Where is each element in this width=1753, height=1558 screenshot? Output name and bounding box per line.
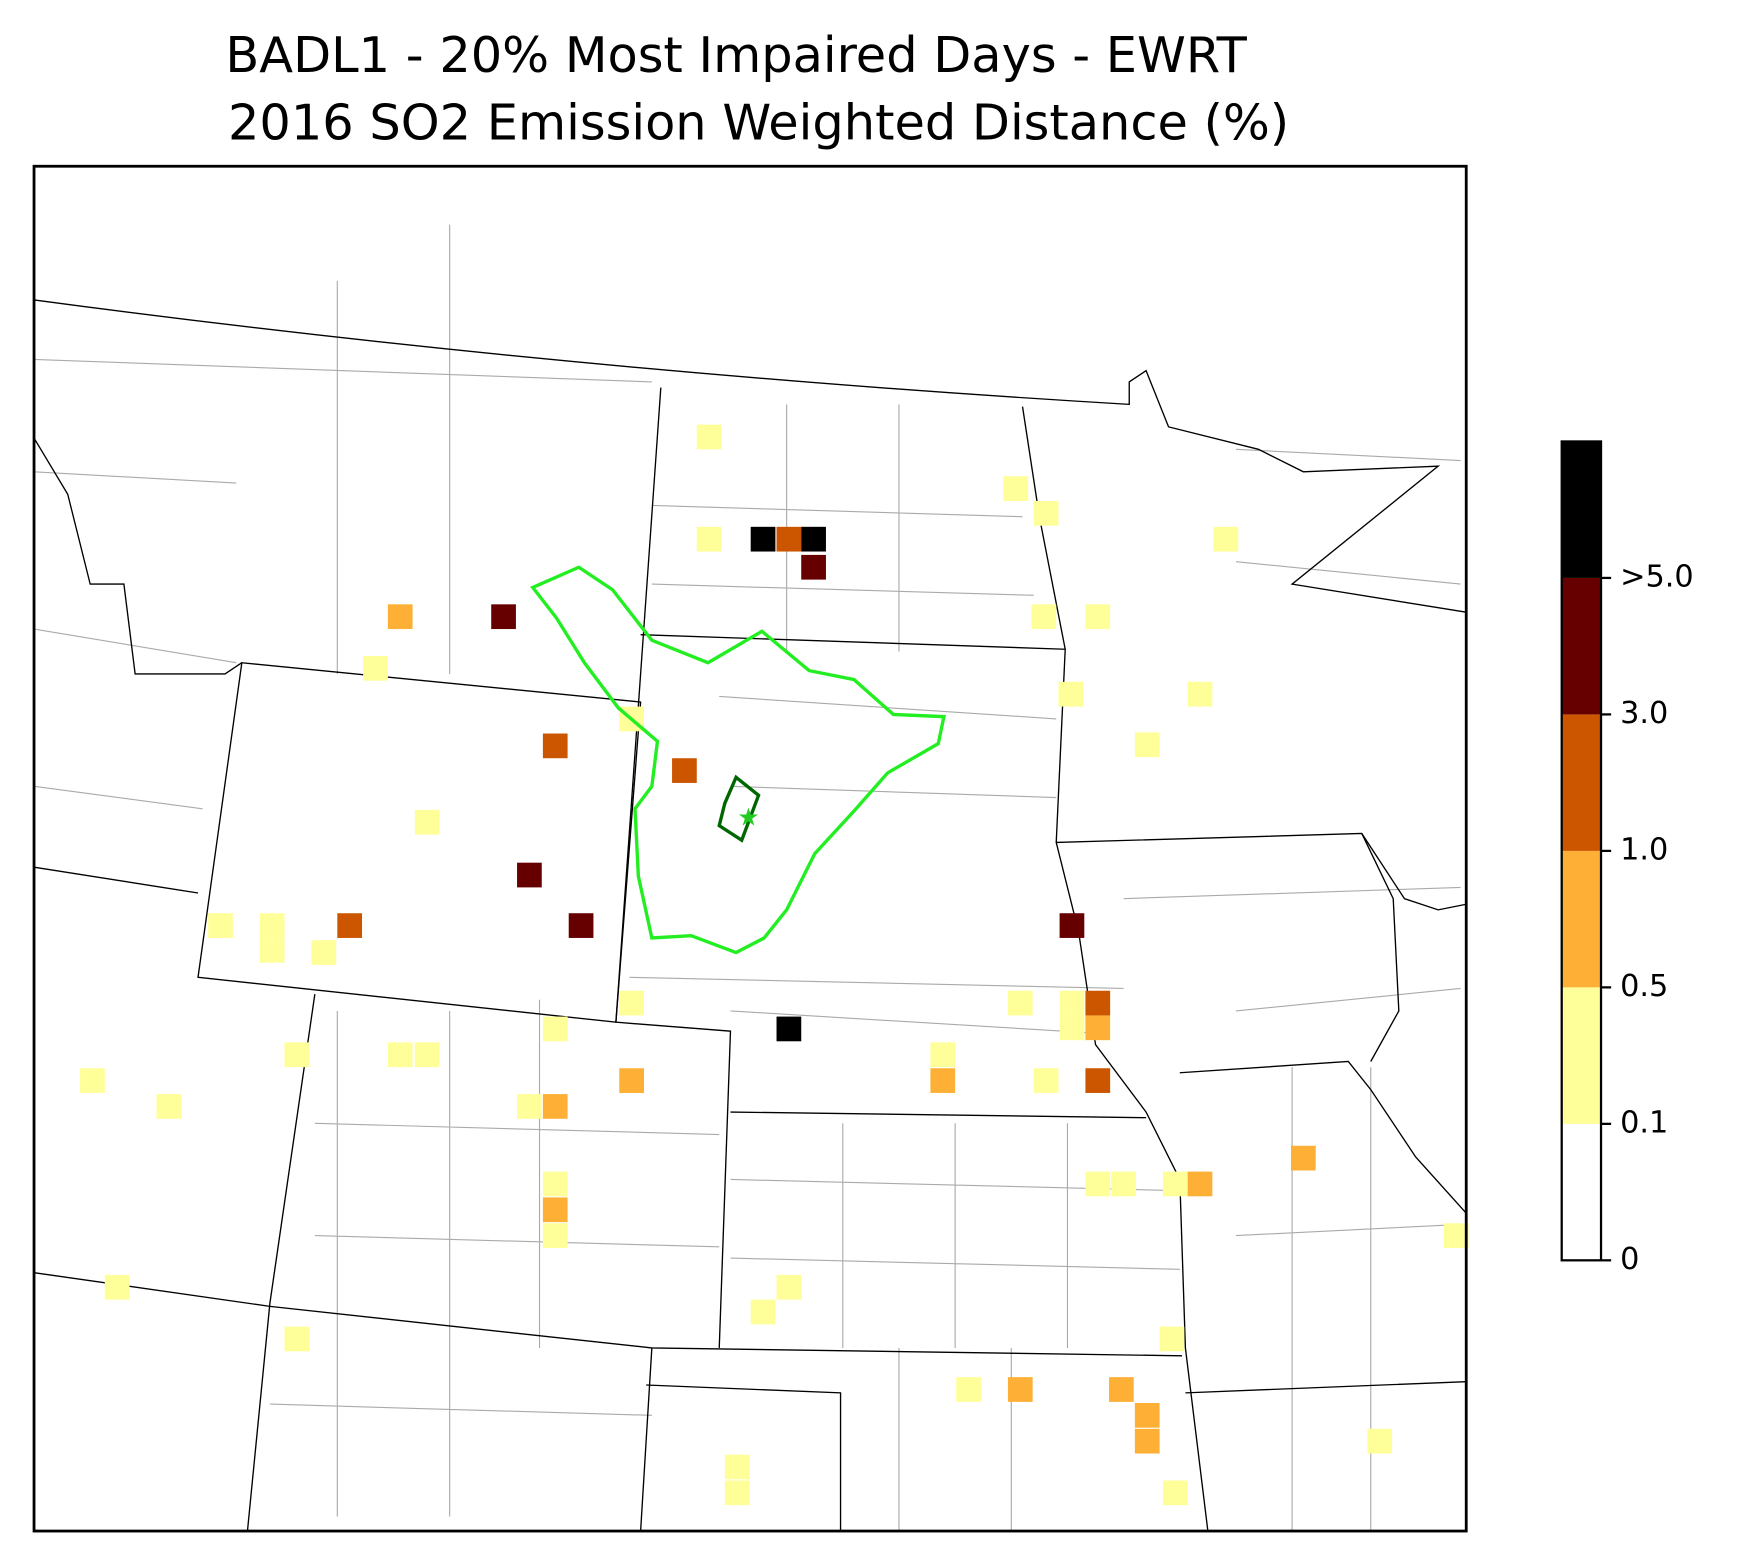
grid-cell xyxy=(337,913,363,938)
grid-cell xyxy=(542,733,568,759)
grid-cell xyxy=(1159,1326,1185,1352)
grid-cell xyxy=(1109,1377,1134,1402)
site-marker: ★ xyxy=(737,803,759,832)
grid-cell xyxy=(311,940,337,965)
colorbar-segment xyxy=(1561,714,1602,851)
subtitle: 2016 SO2 Emission Weighted Distance (%) xyxy=(228,93,1289,151)
colorbar-tick-label: 3.0 xyxy=(1620,696,1668,731)
grid-cell xyxy=(1187,681,1213,707)
grid-cell xyxy=(80,1068,105,1093)
grid-cell xyxy=(1059,913,1085,938)
grid-cell xyxy=(1059,1015,1085,1041)
title: BADL1 - 20% Most Impaired Days - EWRT xyxy=(225,26,1247,84)
grid-cell xyxy=(259,913,285,938)
grid-cell xyxy=(1031,604,1057,630)
grid-cell xyxy=(1111,1171,1136,1197)
grid-cell xyxy=(696,424,722,450)
grid-cell xyxy=(387,604,413,630)
grid-cell xyxy=(1162,1171,1188,1197)
grid-cell xyxy=(517,1094,542,1119)
grid-cell xyxy=(1007,1377,1033,1402)
colorbar-segment xyxy=(1561,441,1602,578)
grid-cell xyxy=(1134,1402,1160,1428)
grid-cell xyxy=(1187,1171,1213,1197)
grid-cell xyxy=(1085,604,1111,630)
cells xyxy=(80,424,1469,1506)
grid-cell xyxy=(1213,526,1239,552)
grid-cell xyxy=(1443,1223,1469,1248)
grid-cell xyxy=(1085,990,1111,1016)
grid-cell xyxy=(750,1299,776,1325)
colorbar-tick-label: 0 xyxy=(1620,1242,1639,1277)
grid-cell xyxy=(284,1326,310,1352)
grid-cell xyxy=(1085,1171,1111,1197)
grid-cell xyxy=(542,1197,568,1223)
grid-cell xyxy=(776,1274,802,1300)
grid-cell xyxy=(801,554,826,580)
grid-cell xyxy=(259,937,285,963)
colorbar-segment xyxy=(1561,1123,1602,1261)
grid-cell xyxy=(956,1377,981,1402)
grid-cell xyxy=(1134,732,1160,758)
grid-cell xyxy=(414,809,440,835)
colorbar-tick-label: 1.0 xyxy=(1620,832,1668,867)
colorbar-tick-label: >5.0 xyxy=(1620,559,1694,594)
grid-cell xyxy=(1367,1428,1393,1454)
grid-cell xyxy=(1085,1068,1111,1093)
grid-cell xyxy=(363,656,388,681)
map: ★ xyxy=(32,164,1469,1533)
map-frame xyxy=(32,164,1468,1533)
grid-cell xyxy=(517,862,542,888)
grid-cell xyxy=(696,526,722,552)
grid-cell xyxy=(1085,1015,1111,1041)
grid-cell xyxy=(724,1454,750,1480)
grid-cell xyxy=(542,1223,568,1248)
colorbar-tick-label: 0.1 xyxy=(1620,1105,1668,1140)
grid-cell xyxy=(1058,681,1084,707)
grid-cell xyxy=(724,1480,750,1506)
county-lines xyxy=(33,224,1461,1532)
grid-cell xyxy=(1033,1068,1059,1093)
grid-cell xyxy=(1033,500,1059,526)
colorbar-segment xyxy=(1561,987,1602,1124)
grid-cell xyxy=(776,526,802,552)
grid-cell xyxy=(930,1042,956,1068)
grid-cell xyxy=(1007,990,1033,1016)
state-lines xyxy=(33,299,1467,1532)
colorbar: 0 0.1 0.5 1.0 3.0 >5.0 xyxy=(1560,440,1694,1277)
grid-cell xyxy=(1003,476,1029,501)
grid-cell xyxy=(542,1171,568,1197)
grid-cell xyxy=(776,1016,802,1042)
grid-cell xyxy=(750,526,776,552)
inner-contour xyxy=(717,774,761,843)
grid-cell xyxy=(1290,1145,1316,1171)
grid-cell xyxy=(491,604,516,630)
grid-cell xyxy=(156,1094,182,1119)
grid-cell xyxy=(104,1274,130,1300)
grid-cell xyxy=(284,1042,310,1068)
grid-cell xyxy=(542,1016,568,1042)
grid-cell xyxy=(1059,990,1085,1016)
grid-cell xyxy=(619,990,644,1016)
grid-cell xyxy=(414,1042,440,1068)
grid-cell xyxy=(930,1068,956,1093)
trajectory-contour xyxy=(530,565,946,955)
colorbar-segment xyxy=(1561,577,1602,715)
grid-cell xyxy=(387,1042,413,1068)
colorbar-segment xyxy=(1561,850,1602,988)
grid-cell xyxy=(1134,1428,1160,1454)
map-background xyxy=(34,166,1467,1532)
grid-cell xyxy=(568,913,594,938)
grid-cell xyxy=(801,526,826,552)
grid-cell xyxy=(1162,1480,1188,1506)
colorbar-tick-label: 0.5 xyxy=(1620,969,1668,1004)
grid-cell xyxy=(208,913,233,938)
grid-cell xyxy=(619,1068,644,1093)
grid-cell xyxy=(672,758,697,783)
grid-cell xyxy=(542,1094,568,1119)
